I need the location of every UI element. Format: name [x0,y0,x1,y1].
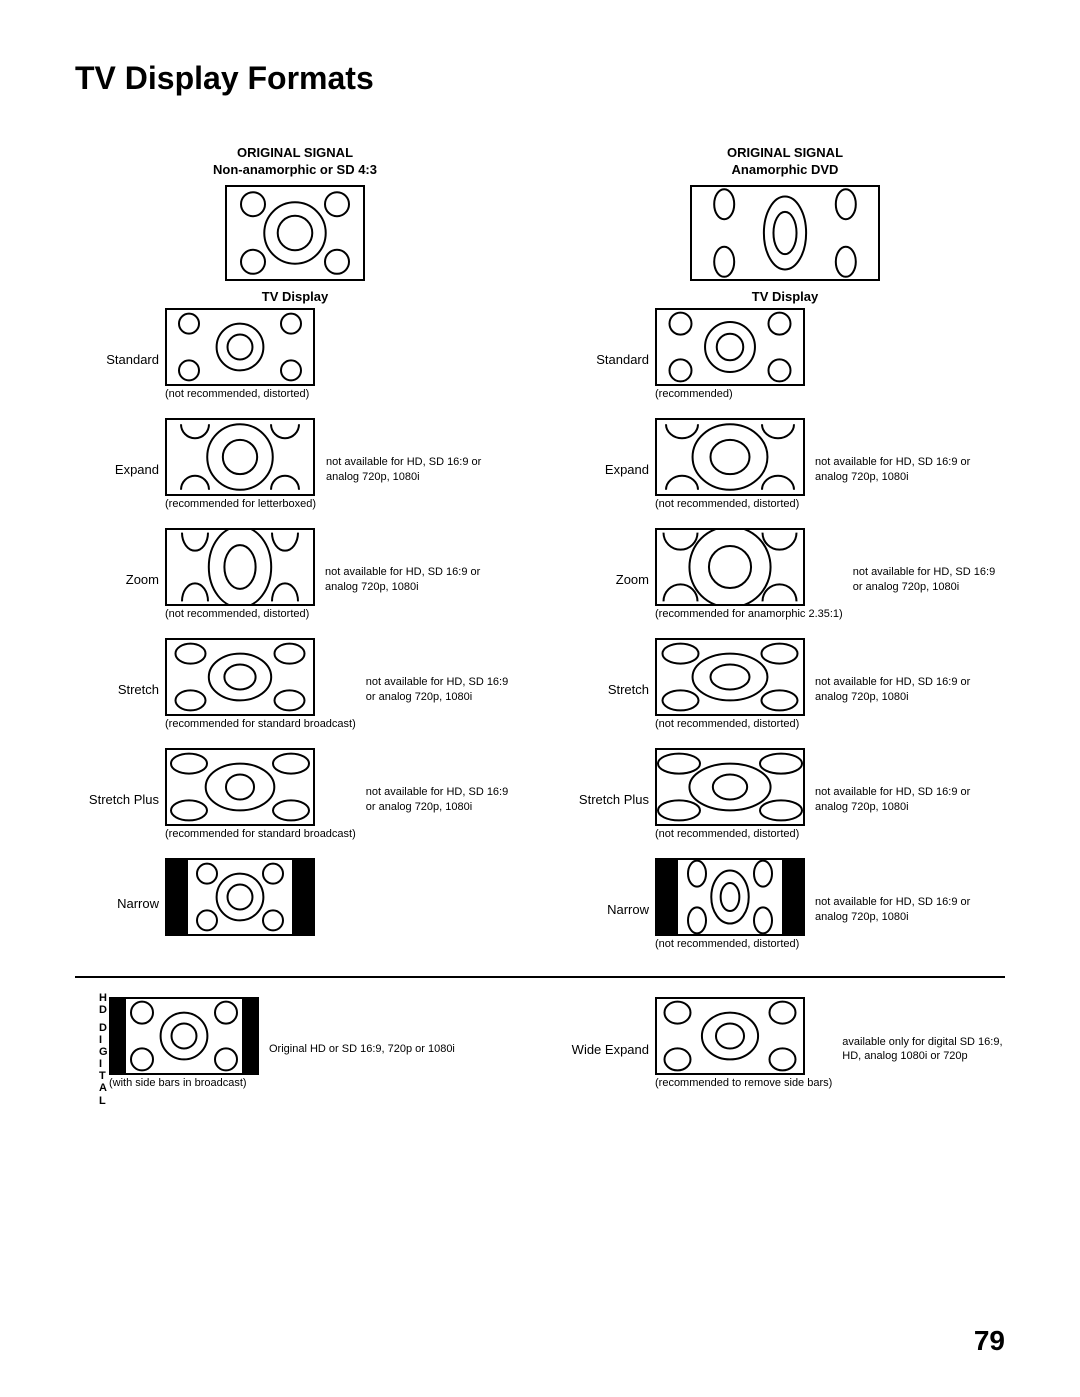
left-rows: Standard (not recommended, distorted) Expa… [75,308,515,956]
left-row-2: Zoom (not recommended, distorted) not avai… [75,528,515,632]
row-label: Expand [75,462,165,477]
left-header-1: ORIGINAL SIGNAL [213,145,377,162]
left-row-4: Stretch Plus (recommended for standard br… [75,748,515,852]
row-note: not available for HD, SD 16:9 or analog … [356,675,515,704]
bottom-right-caption: (recommended to remove side bars) [655,1077,832,1089]
row-caption: (not recommended, distorted) [655,718,799,730]
left-row-3: Stretch (recommended for standard broadca… [75,638,515,742]
bottom-right-label: Wide Expand [565,1042,655,1057]
diagram-wrap: (recommended for anamorphic 2.35:1) [655,528,843,632]
row-label: Stretch [75,682,165,697]
left-row-5: Narrow [75,858,515,950]
row-caption: (not recommended, distorted) [165,608,309,620]
diagram-wrap: (recommended) [655,308,805,412]
diagram-wrap: (recommended for standard broadcast) [165,638,356,742]
row-note: not available for HD, SD 16:9 or analog … [315,565,515,594]
row-caption: (recommended) [655,388,733,400]
right-header-2: Anamorphic DVD [727,162,843,179]
row-note: not available for HD, SD 16:9 or analog … [805,675,1005,704]
page-number: 79 [974,1325,1005,1357]
diagram-wrap: (not recommended, distorted) [655,418,805,522]
row-label: Zoom [565,572,655,587]
right-row-1: Expand (not recommended, distorted) not av… [565,418,1005,522]
row-caption: (recommended for standard broadcast) [165,718,356,730]
row-caption: (recommended for anamorphic 2.35:1) [655,608,843,620]
row-label: Narrow [565,902,655,917]
right-row-2: Zoom (recommended for anamorphic 2.35:1) n… [565,528,1005,632]
row-label: Standard [565,352,655,367]
left-row-0: Standard (not recommended, distorted) [75,308,515,412]
right-row-0: Standard (recommended) [565,308,1005,412]
main-columns: ORIGINAL SIGNAL Non-anamorphic or SD 4:3… [75,145,1005,968]
row-caption: (recommended for letterboxed) [165,498,316,510]
row-note: not available for HD, SD 16:9 or analog … [805,455,1005,484]
bottom-left: HD DIGITAL (with side bars in broadcast)… [75,992,515,1107]
hd-digital-vertical: HD DIGITAL [75,992,109,1107]
bottom-right-note: available only for digital SD 16:9, HD, … [832,1035,1005,1064]
right-row-5: Narrow (not recommended, distorted) not av… [565,858,1005,962]
bottom-right: Wide Expand (recommended to remove side … [565,992,1005,1107]
row-note: not available for HD, SD 16:9 or analog … [843,565,1005,594]
right-row-3: Stretch (not recommended, distorted) not a… [565,638,1005,742]
right-row-4: Stretch Plus (not recommended, distorted)… [565,748,1005,852]
right-tvdisplay-label: TV Display [565,289,1005,304]
left-row-1: Expand (recommended for letterboxed) not a… [75,418,515,522]
page-title: TV Display Formats [75,60,1005,97]
diagram-wrap: (recommended for letterboxed) [165,418,316,522]
bottom-row: HD DIGITAL (with side bars in broadcast)… [75,992,1005,1107]
bottom-left-diagram [109,997,259,1075]
row-label: Zoom [75,572,165,587]
right-original-diagram [690,185,880,281]
row-label: Stretch [565,682,655,697]
row-note: not available for HD, SD 16:9 or analog … [805,895,1005,924]
left-header-2: Non-anamorphic or SD 4:3 [213,162,377,179]
left-tvdisplay-label: TV Display [75,289,515,304]
bottom-left-note: Original HD or SD 16:9, 720p or 1080i [259,1042,515,1056]
left-header: ORIGINAL SIGNAL Non-anamorphic or SD 4:3 [213,145,377,179]
right-rows: Standard (recommended) Expand (not recommen… [565,308,1005,968]
right-header-1: ORIGINAL SIGNAL [727,145,843,162]
diagram-wrap: (not recommended, distorted) [655,858,805,962]
left-column: ORIGINAL SIGNAL Non-anamorphic or SD 4:3… [75,145,515,968]
row-caption: (not recommended, distorted) [655,938,799,950]
row-caption: (not recommended, distorted) [165,388,309,400]
diagram-wrap: (not recommended, distorted) [165,528,315,632]
row-label: Standard [75,352,165,367]
diagram-wrap: (not recommended, distorted) [655,638,805,742]
right-header: ORIGINAL SIGNAL Anamorphic DVD [727,145,843,179]
row-caption: (not recommended, distorted) [655,828,799,840]
row-note: not available for HD, SD 16:9 or analog … [316,455,515,484]
right-column: ORIGINAL SIGNAL Anamorphic DVD TV Displa… [565,145,1005,968]
row-note: not available for HD, SD 16:9 or analog … [805,785,1005,814]
diagram-wrap: (not recommended, distorted) [165,308,315,412]
diagram-wrap: (not recommended, distorted) [655,748,805,852]
row-label: Stretch Plus [565,792,655,807]
row-caption: (not recommended, distorted) [655,498,799,510]
row-label: Narrow [75,896,165,911]
row-label: Expand [565,462,655,477]
left-original-diagram [225,185,365,281]
diagram-wrap: (recommended for standard broadcast) [165,748,356,852]
row-label: Stretch Plus [75,792,165,807]
bottom-left-caption: (with side bars in broadcast) [109,1077,247,1089]
section-divider [75,976,1005,978]
diagram-wrap [165,858,315,950]
row-caption: (recommended for standard broadcast) [165,828,356,840]
bottom-right-diagram [655,997,805,1075]
row-note: not available for HD, SD 16:9 or analog … [356,785,515,814]
